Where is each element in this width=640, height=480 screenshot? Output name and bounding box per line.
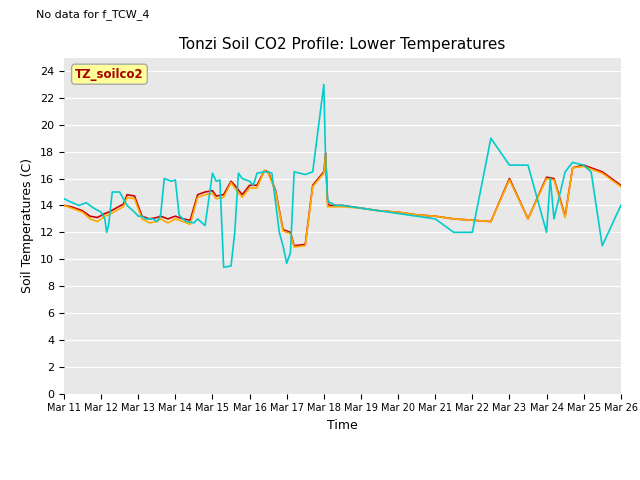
Title: Tonzi Soil CO2 Profile: Lower Temperatures: Tonzi Soil CO2 Profile: Lower Temperatur…	[179, 37, 506, 52]
Text: TZ_soilco2: TZ_soilco2	[75, 68, 144, 81]
Y-axis label: Soil Temperatures (C): Soil Temperatures (C)	[22, 158, 35, 293]
Legend: Open -8cm, Tree -8cm, Tree2 -8cm: Open -8cm, Tree -8cm, Tree2 -8cm	[159, 474, 525, 480]
Text: No data for f_TCW_4: No data for f_TCW_4	[36, 9, 150, 20]
X-axis label: Time: Time	[327, 419, 358, 432]
